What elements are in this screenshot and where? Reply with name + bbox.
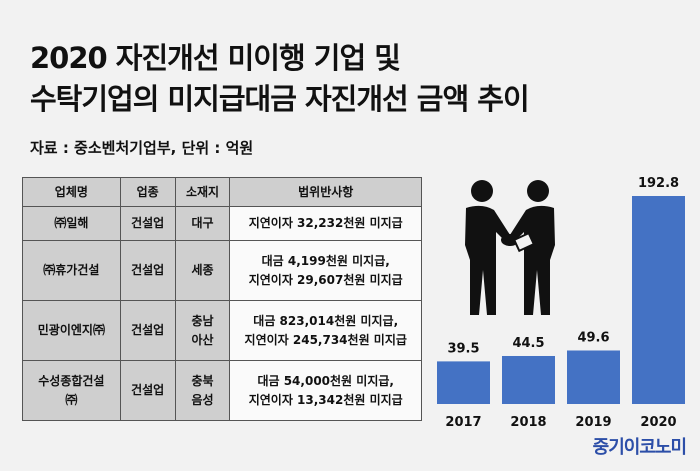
- left-person-head: [471, 180, 493, 202]
- cell-violation-line: 지연이자 32,232천원 미지급: [248, 216, 403, 230]
- table-header-row: 업체명 업종 소재지 법위반사항: [22, 177, 422, 207]
- title-line-1: 2020 자진개선 미이행 기업 및: [30, 41, 401, 75]
- bars-group: [437, 196, 685, 404]
- cell-violation: 지연이자 32,232천원 미지급: [229, 206, 422, 241]
- logo: 중기이코노미: [592, 437, 687, 458]
- value-label-2020: 192.8: [638, 176, 679, 191]
- cell-industry-line: 건설업: [131, 323, 165, 337]
- category-label-2020: 2020: [640, 415, 676, 430]
- cell-violation: 대금 823,014천원 미지급, 지연이자 245,734천원 미지급: [229, 300, 422, 361]
- header-company: 업체명: [22, 177, 121, 207]
- header-location: 소재지: [174, 177, 231, 207]
- cell-location-line: 충북: [191, 373, 214, 388]
- category-label-2018: 2018: [510, 415, 546, 430]
- value-label-2018: 44.5: [512, 336, 544, 351]
- cell-industry: 건설업: [119, 360, 176, 421]
- violation-table: 업체명 업종 소재지 법위반사항 ㈜일해 건설업 대구 지연이자 32,232천원 미…: [22, 177, 422, 421]
- bar-chart: 39.5 44.5 49.6 192.8 2017 2018 2019 2020: [430, 160, 700, 467]
- cell-company-line: ㈜일해: [54, 216, 89, 230]
- left-person-body: [465, 205, 512, 315]
- value-label-2019: 49.6: [577, 330, 609, 345]
- bar-2018: [502, 355, 555, 404]
- cell-violation-line: 지연이자 245,734천원 미지급: [244, 332, 407, 347]
- cell-industry: 건설업: [119, 206, 176, 241]
- handshake-hands: [501, 234, 519, 246]
- cell-violation-line: 대금 823,014천원 미지급,: [253, 313, 399, 328]
- cell-industry-line: 건설업: [131, 263, 165, 277]
- handshake-icon: [465, 180, 555, 315]
- cell-location-line: 음성: [191, 392, 214, 407]
- cell-location: 대구: [174, 206, 231, 241]
- cell-location: 세종: [174, 240, 231, 301]
- cell-industry: 건설업: [119, 300, 176, 361]
- cell-location-line: 아산: [191, 332, 214, 347]
- right-person-head: [527, 180, 549, 202]
- cell-violation: 대금 4,199천원 미지급, 지연이자 29,607천원 미지급: [229, 240, 422, 301]
- bar-2017: [437, 361, 490, 404]
- cell-violation-line: 대금 4,199천원 미지급,: [261, 253, 390, 268]
- cell-violation: 대금 54,000천원 미지급, 지연이자 13,342천원 미지급: [229, 360, 422, 421]
- bar-2019: [567, 350, 620, 404]
- cell-violation-line: 지연이자 13,342천원 미지급: [248, 392, 403, 407]
- value-labels-group: 39.5 44.5 49.6 192.8: [447, 176, 679, 356]
- table-row: ㈜일해 건설업 대구 지연이자 32,232천원 미지급: [22, 206, 422, 241]
- cell-company: ㈜휴가건설: [22, 240, 121, 301]
- cell-company: ㈜일해: [22, 206, 121, 241]
- cell-location-line: 대구: [191, 216, 214, 230]
- cell-industry-line: 건설업: [131, 216, 165, 230]
- category-label-2019: 2019: [575, 415, 611, 430]
- chart-svg: 39.5 44.5 49.6 192.8 2017 2018 2019 2020: [437, 176, 685, 430]
- cell-company-line: ㈜: [65, 392, 78, 407]
- table-row: ㈜휴가건설 건설업 세종 대금 4,199천원 미지급, 지연이자 29,607천원 미…: [22, 240, 422, 301]
- category-label-2017: 2017: [445, 415, 481, 430]
- cell-location-line: 세종: [191, 263, 214, 277]
- header-industry: 업종: [119, 177, 176, 207]
- cell-company: 수성종합건설 ㈜: [22, 360, 121, 421]
- cell-company: 민광이엔지㈜: [22, 300, 121, 361]
- page-title: 2020 자진개선 미이행 기업 및 수탁기업의 미지급대금 자진개선 금액 추…: [30, 38, 530, 120]
- cell-company-line: ㈜휴가건설: [43, 263, 100, 277]
- title-line-2: 수탁기업의 미지급대금 자진개선 금액 추이: [30, 82, 530, 116]
- cell-violation-line: 대금 54,000천원 미지급,: [257, 373, 394, 388]
- table-body: ㈜일해 건설업 대구 지연이자 32,232천원 미지급 ㈜휴가건설 건설업 세종 대금 4,…: [22, 206, 422, 421]
- cell-company-line: 수성종합건설: [38, 373, 105, 388]
- cell-violation-line: 지연이자 29,607천원 미지급: [248, 272, 403, 287]
- cell-industry-line: 건설업: [131, 383, 165, 397]
- right-person-body: [508, 205, 555, 315]
- value-label-2017: 39.5: [447, 341, 479, 356]
- bar-2020: [632, 196, 685, 404]
- cell-industry: 건설업: [119, 240, 176, 301]
- cell-location-line: 충남: [191, 313, 214, 328]
- cell-company-line: 민광이엔지㈜: [37, 323, 105, 337]
- header-violation: 법위반사항: [229, 177, 422, 207]
- category-labels-group: 2017 2018 2019 2020: [445, 415, 676, 430]
- card-in-hand: [512, 231, 536, 253]
- source-note: 자료 : 중소벤처기업부, 단위 : 억원: [30, 139, 254, 157]
